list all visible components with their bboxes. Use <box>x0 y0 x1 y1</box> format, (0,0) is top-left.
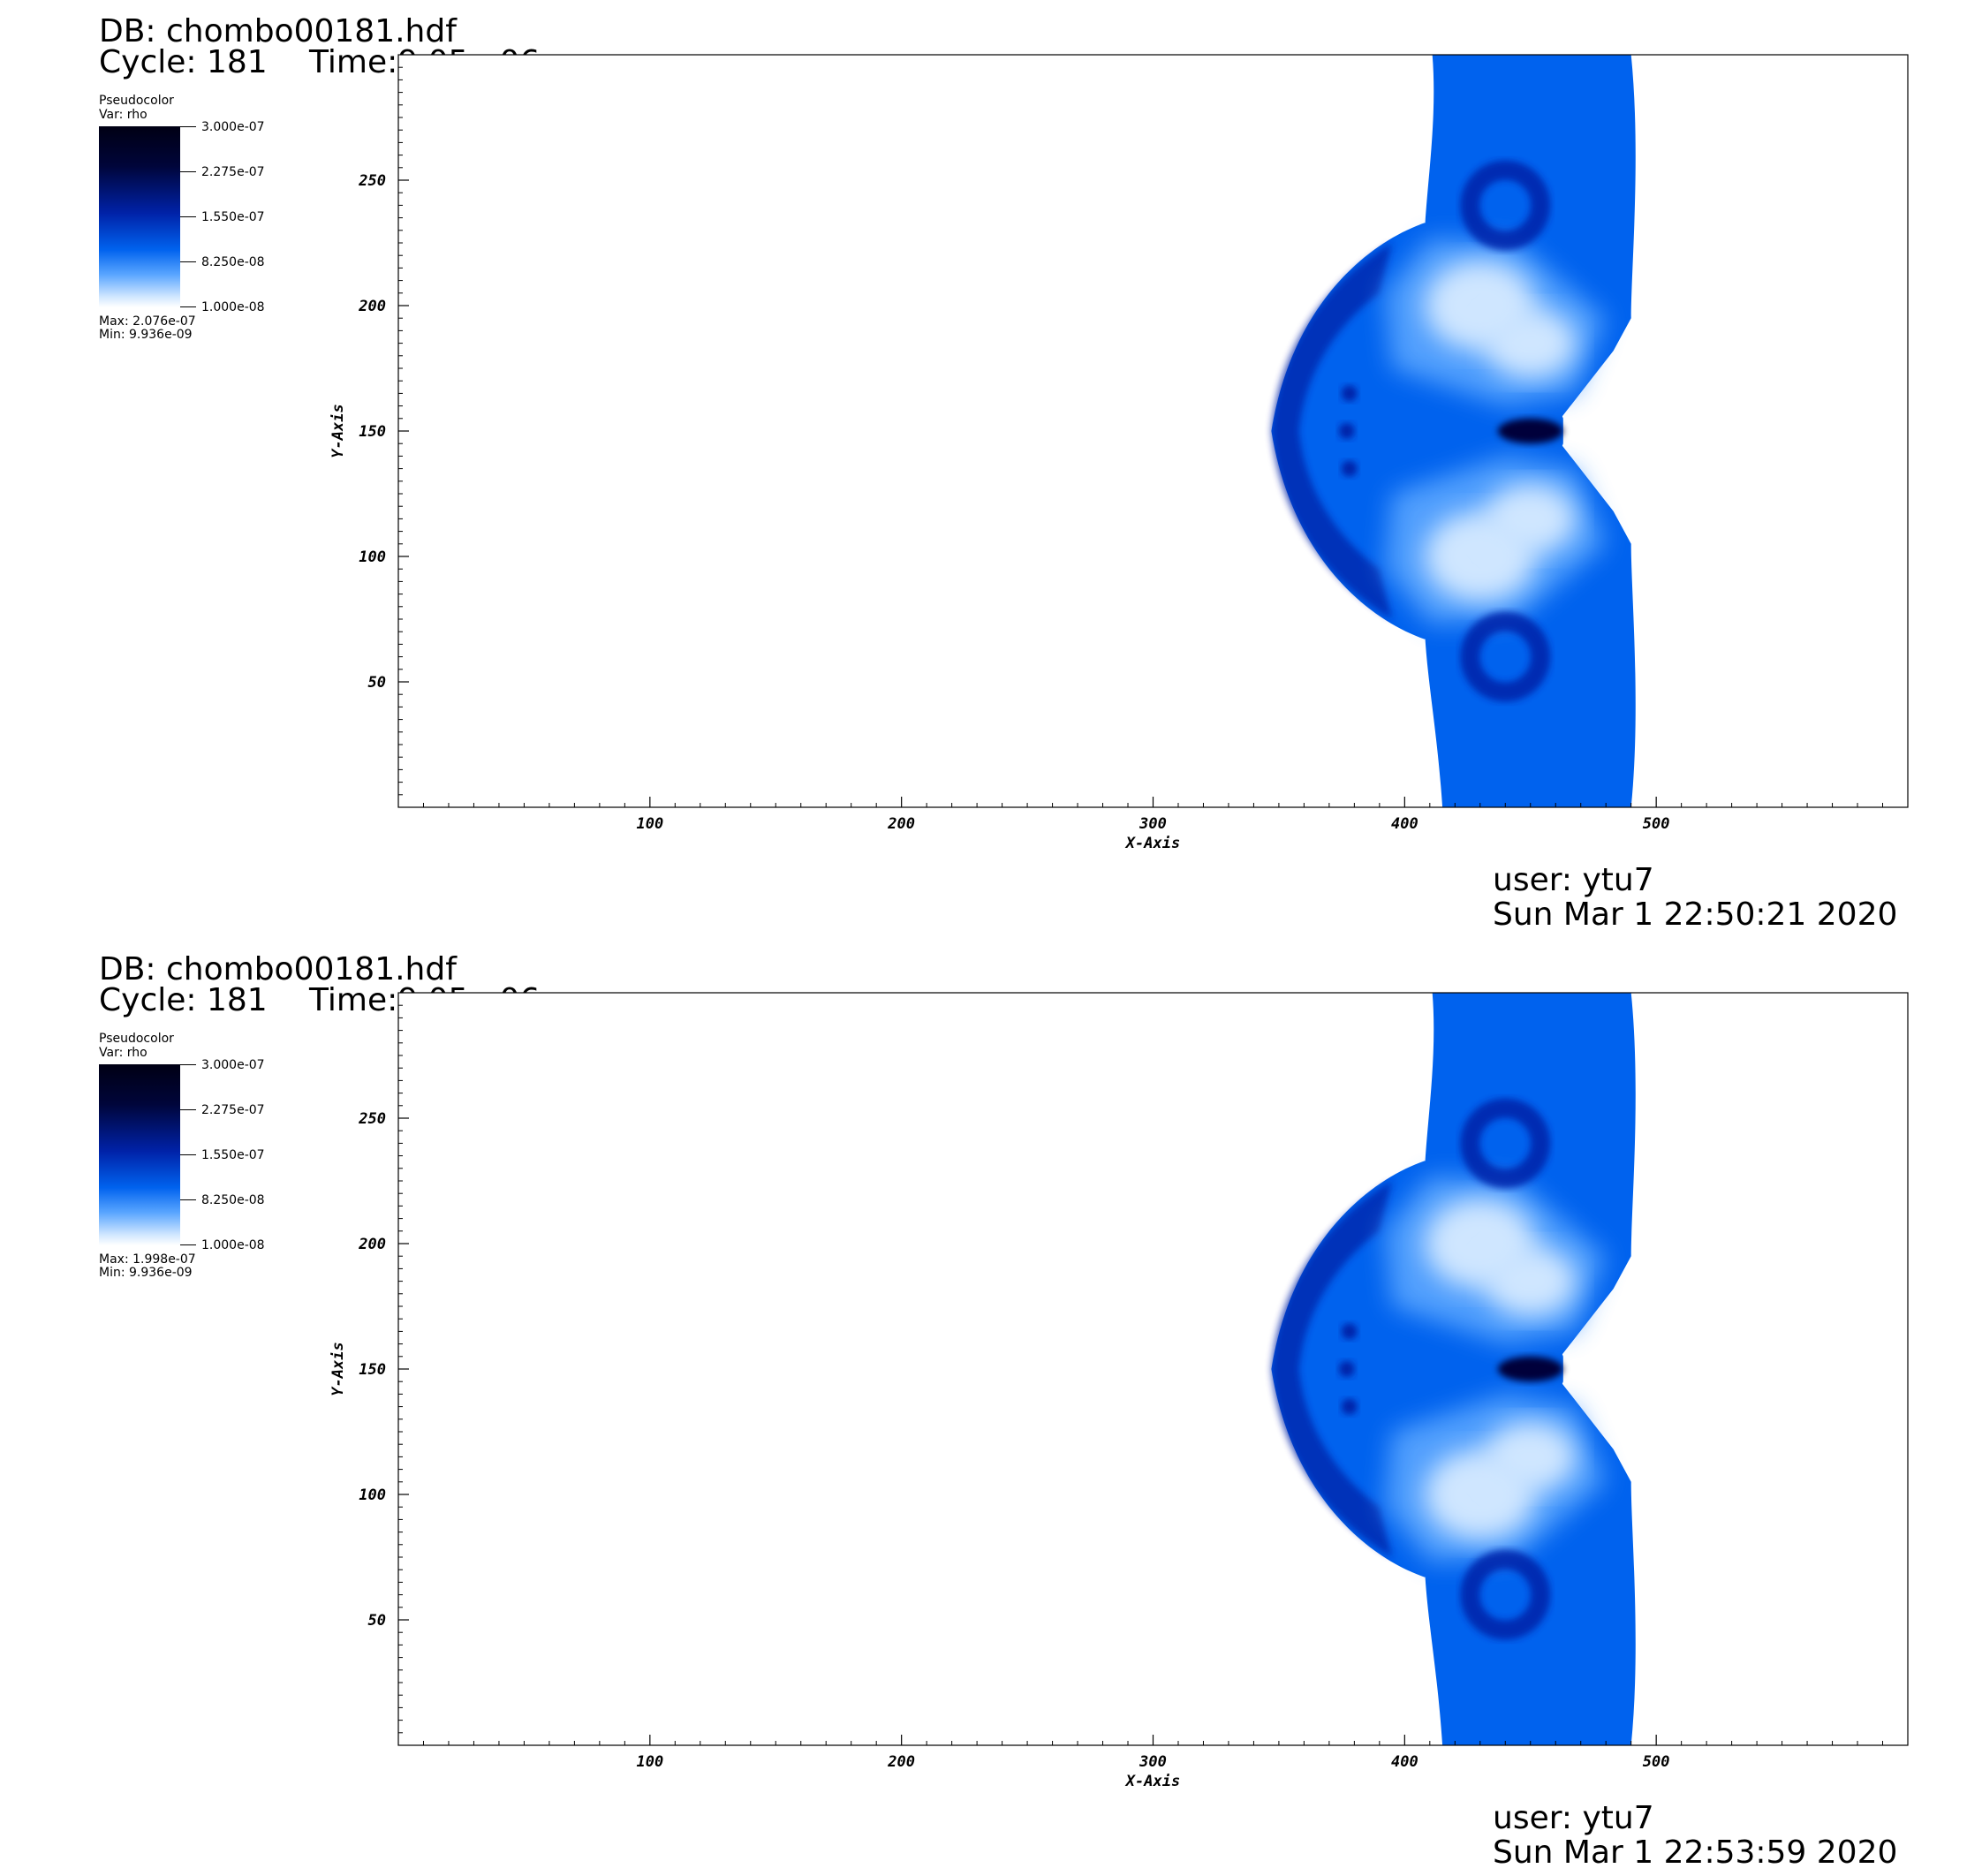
shock-rim <box>1271 243 1393 619</box>
x-tick-label: 500 <box>1643 1753 1670 1771</box>
dense-knot <box>1341 1323 1358 1340</box>
y-tick-label: 250 <box>358 1110 386 1128</box>
cycle-label: Cycle: 181 <box>99 44 268 80</box>
y-tick-label: 50 <box>368 1612 386 1630</box>
vortex-ring <box>1460 160 1551 251</box>
y-tick-label: 50 <box>368 674 386 692</box>
colorbar-tick <box>180 261 196 262</box>
low-density-spot <box>1485 1245 1577 1317</box>
y-tick-label: 100 <box>359 548 386 566</box>
colorbar-tick <box>180 1109 196 1110</box>
y-axis-title: Y-Axis <box>329 404 347 458</box>
colorbar-tick-label: 1.550e-07 <box>201 210 265 224</box>
colorbar-tick-label: 1.000e-08 <box>201 1238 265 1252</box>
low-density-spot <box>1485 1421 1577 1493</box>
dense-knot <box>1341 460 1358 477</box>
user-label: user: ytu7 <box>1493 862 1654 898</box>
heatmap-plot-1: 100 200 300 400 500 50 100 150 200 250 X-Axis Y-Axi… <box>329 54 1909 852</box>
y-tick-label: 250 <box>358 172 386 190</box>
legend-max: Max: 1.998e-07 <box>99 1252 196 1267</box>
legend-variable: Var: rho <box>99 108 148 122</box>
legend-min: Min: 9.936e-09 <box>99 1266 193 1280</box>
x-axis-title: X-Axis <box>1124 1773 1180 1790</box>
y-axis-title: Y-Axis <box>329 1342 347 1396</box>
colorbar-tick <box>180 216 196 217</box>
dense-knot <box>1341 385 1358 402</box>
user-label: user: ytu7 <box>1493 1800 1654 1836</box>
dense-knot <box>1338 423 1355 439</box>
vortex-ring <box>1460 1098 1551 1189</box>
dense-knot <box>1497 418 1563 444</box>
dense-knot <box>1497 1356 1563 1382</box>
database-label: DB: chombo00181.hdf <box>99 13 457 49</box>
x-tick-label: 200 <box>887 815 915 833</box>
colorbar-tick <box>180 306 196 307</box>
x-tick-label: 300 <box>1139 1753 1167 1771</box>
colorbar-tick <box>180 1244 196 1245</box>
legend-plot-type: Pseudocolor <box>99 94 174 108</box>
y-tick-label: 100 <box>359 1486 386 1504</box>
cycle-label: Cycle: 181 <box>99 982 268 1018</box>
colorbar-tick-label: 8.250e-08 <box>201 255 265 269</box>
plot-panel-2: DB: chombo00181.hdf Cycle: 181 Time:9.05… <box>0 938 1982 1876</box>
colorbar-tick-label: 1.550e-07 <box>201 1148 265 1162</box>
y-tick-label: 200 <box>358 1236 386 1253</box>
plot-area <box>398 993 1908 1745</box>
colorbar-tick <box>180 1154 196 1155</box>
x-axis-title: X-Axis <box>1124 835 1180 852</box>
y-tick-label: 150 <box>359 423 386 441</box>
x-tick-label: 100 <box>636 815 663 833</box>
colorbar-tick <box>180 1064 196 1065</box>
heatmap-plot-2: 100 200 300 400 500 50 100 150 200 250 X-Axis Y-Axi… <box>329 992 1909 1790</box>
legend-min: Min: 9.936e-09 <box>99 328 193 342</box>
shock-rim <box>1271 1181 1393 1557</box>
x-tick-label: 200 <box>887 1753 915 1771</box>
x-tick-label: 300 <box>1139 815 1167 833</box>
legend-plot-type: Pseudocolor <box>99 1032 174 1046</box>
x-tick-label: 400 <box>1391 1753 1418 1771</box>
plot-panel-1: DB: chombo00181.hdf Cycle: 181 Time:9.05… <box>99 13 1909 933</box>
colorbar <box>99 1064 180 1245</box>
vortex-ring <box>1460 611 1551 702</box>
plot-area <box>398 55 1908 807</box>
colorbar-tick <box>180 171 196 172</box>
x-tick-label: 400 <box>1391 815 1418 833</box>
colorbar-tick-label: 8.250e-08 <box>201 1193 265 1207</box>
y-tick-label: 200 <box>358 298 386 315</box>
colorbar-tick-label: 2.275e-07 <box>201 1103 265 1117</box>
date-label: Sun Mar 1 22:50:21 2020 <box>1493 896 1898 933</box>
colorbar-tick-label: 1.000e-08 <box>201 300 265 314</box>
colorbar <box>99 126 180 307</box>
dense-knot <box>1341 1398 1358 1415</box>
vortex-ring <box>1460 1549 1551 1640</box>
legend-max: Max: 2.076e-07 <box>99 314 196 329</box>
colorbar-tick-label: 3.000e-07 <box>201 120 265 134</box>
legend-variable: Var: rho <box>99 1046 148 1060</box>
dense-knot <box>1338 1361 1355 1377</box>
colorbar-tick-label: 3.000e-07 <box>201 1058 265 1072</box>
low-density-spot <box>1485 307 1577 379</box>
density-field <box>1271 993 1636 1745</box>
density-field <box>1271 55 1636 807</box>
x-tick-label: 500 <box>1643 815 1670 833</box>
colorbar-tick <box>180 126 196 127</box>
y-tick-label: 150 <box>359 1361 386 1379</box>
low-density-spot <box>1485 483 1577 555</box>
colorbar-tick <box>180 1199 196 1200</box>
colorbar-tick-label: 2.275e-07 <box>201 165 265 179</box>
date-label: Sun Mar 1 22:53:59 2020 <box>1493 1834 1898 1871</box>
x-tick-label: 100 <box>636 1753 663 1771</box>
database-label: DB: chombo00181.hdf <box>99 951 457 987</box>
